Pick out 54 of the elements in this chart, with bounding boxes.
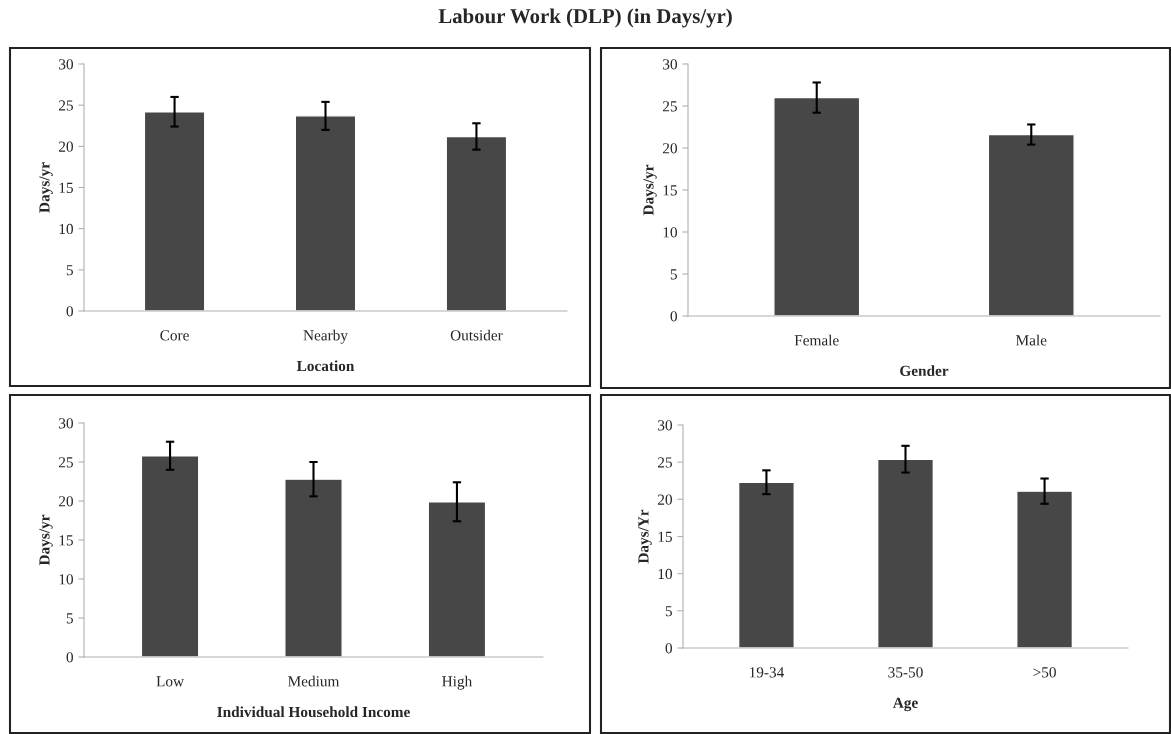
bar [140,455,200,657]
y-axis-title: Days/yr [39,162,53,213]
y-tick-label: 25 [657,457,672,468]
y-tick-label: 10 [663,227,677,238]
x-tick-label: Low [156,676,184,687]
y-tick-label: 5 [66,613,73,624]
y-tick-label: 15 [663,185,677,196]
y-tick-label: 20 [662,143,677,154]
y-tick-label: 5 [66,265,73,276]
y-tick-label: 20 [58,496,73,507]
y-tick-label: 25 [58,100,73,111]
x-tick-label: High [442,675,473,690]
y-tick-label: 30 [59,59,73,70]
chart-title: Labour Work (DLP) (in Days/yr) [438,8,732,28]
y-tick-label: 30 [59,418,73,429]
x-axis-title: Individual Household Income [217,706,410,718]
y-tick-label: 0 [665,643,672,654]
x-tick-label: Female [794,334,839,346]
x-tick-label: Nearby [303,329,348,344]
x-axis-title: Gender [900,365,949,377]
y-axis-title: Days/yr [39,514,53,566]
y-tick-label: 5 [665,606,672,617]
bar [876,458,935,648]
y-tick-label: 10 [59,223,73,235]
y-tick-label: 10 [658,568,672,580]
y-tick-label: 30 [658,420,672,431]
x-axis-title: Location [296,360,355,372]
x-tick-label: Male [1016,334,1047,346]
bar [737,481,795,648]
x-tick-label: 19-34 [749,667,785,678]
bar [1016,490,1074,648]
y-tick-label: 0 [670,311,677,322]
y-tick-label: 20 [58,141,73,152]
y-tick-label: 0 [66,306,73,317]
bar [284,478,343,657]
x-axis-title: Age [892,697,918,712]
y-tick-label: 15 [59,535,73,546]
x-tick-label: Core [160,330,189,341]
y-tick-label: 15 [658,531,672,542]
y-tick-label: 25 [662,101,677,112]
x-tick-label: 35-50 [888,667,923,678]
x-tick-label: >50 [1033,667,1056,678]
y-tick-label: 0 [66,652,73,663]
y-tick-label: 10 [59,574,73,585]
x-tick-label: Outsider [450,329,503,341]
y-tick-label: 20 [657,494,672,505]
y-axis-title: Days/Yr [638,509,652,564]
y-tick-label: 5 [670,269,677,280]
y-tick-label: 25 [58,457,73,468]
bar [427,501,487,657]
y-axis-title: Days/yr [643,164,657,216]
x-tick-label: Medium [288,675,340,687]
y-tick-label: 30 [663,59,677,70]
y-tick-label: 15 [59,182,73,193]
